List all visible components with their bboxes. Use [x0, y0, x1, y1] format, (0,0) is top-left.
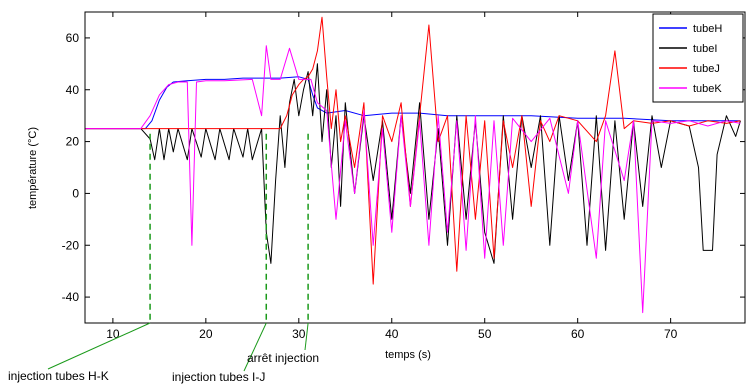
- y-tick-label: 0: [72, 186, 79, 200]
- x-tick-label: 70: [664, 327, 678, 341]
- y-tick-label: -20: [62, 238, 80, 252]
- legend-label: tubeJ: [693, 63, 720, 75]
- x-tick-label: 20: [199, 327, 213, 341]
- series-line-tubeh: [85, 76, 741, 130]
- injection-annotations: injection tubes H-K injection tubes I-J ar…: [8, 133, 319, 384]
- series-line-tubej: [85, 16, 741, 285]
- y-tick-label: 20: [66, 135, 80, 149]
- x-tick-label: 30: [292, 327, 306, 341]
- y-tick-label: 60: [66, 31, 80, 45]
- annotation-leader: [304, 322, 309, 351]
- annotation-label: injection tubes H-K: [8, 369, 109, 383]
- y-tick-label: -40: [62, 290, 80, 304]
- legend-label: tubeH: [693, 23, 722, 35]
- annotation-leader: [47, 322, 151, 370]
- x-tick-label: 60: [571, 327, 585, 341]
- legend-label: tubeI: [693, 43, 717, 55]
- x-tick-label: 40: [385, 327, 399, 341]
- x-axis-label: temps (s): [385, 349, 431, 361]
- series-line-tubei: [85, 63, 741, 264]
- annotation-label: injection tubes I-J: [172, 370, 265, 384]
- annotation-label: arrêt injection: [247, 351, 319, 365]
- series-lines: [85, 16, 741, 314]
- y-tick-label: 40: [66, 83, 80, 97]
- legend: tubeH tubeI tubeJ tubeK: [652, 13, 744, 103]
- series-line-tubek: [85, 45, 741, 314]
- x-tick-label: 50: [478, 327, 492, 341]
- plot-frame: [84, 11, 746, 324]
- y-axis-label: température (°C): [27, 127, 39, 209]
- axis-ticks: 10 20 30 40 50 60 70 -40 -20 0 20 40 60: [62, 12, 745, 341]
- annotation-leader: [243, 322, 267, 372]
- legend-label: tubeK: [693, 83, 722, 95]
- x-tick-label: 10: [106, 327, 120, 341]
